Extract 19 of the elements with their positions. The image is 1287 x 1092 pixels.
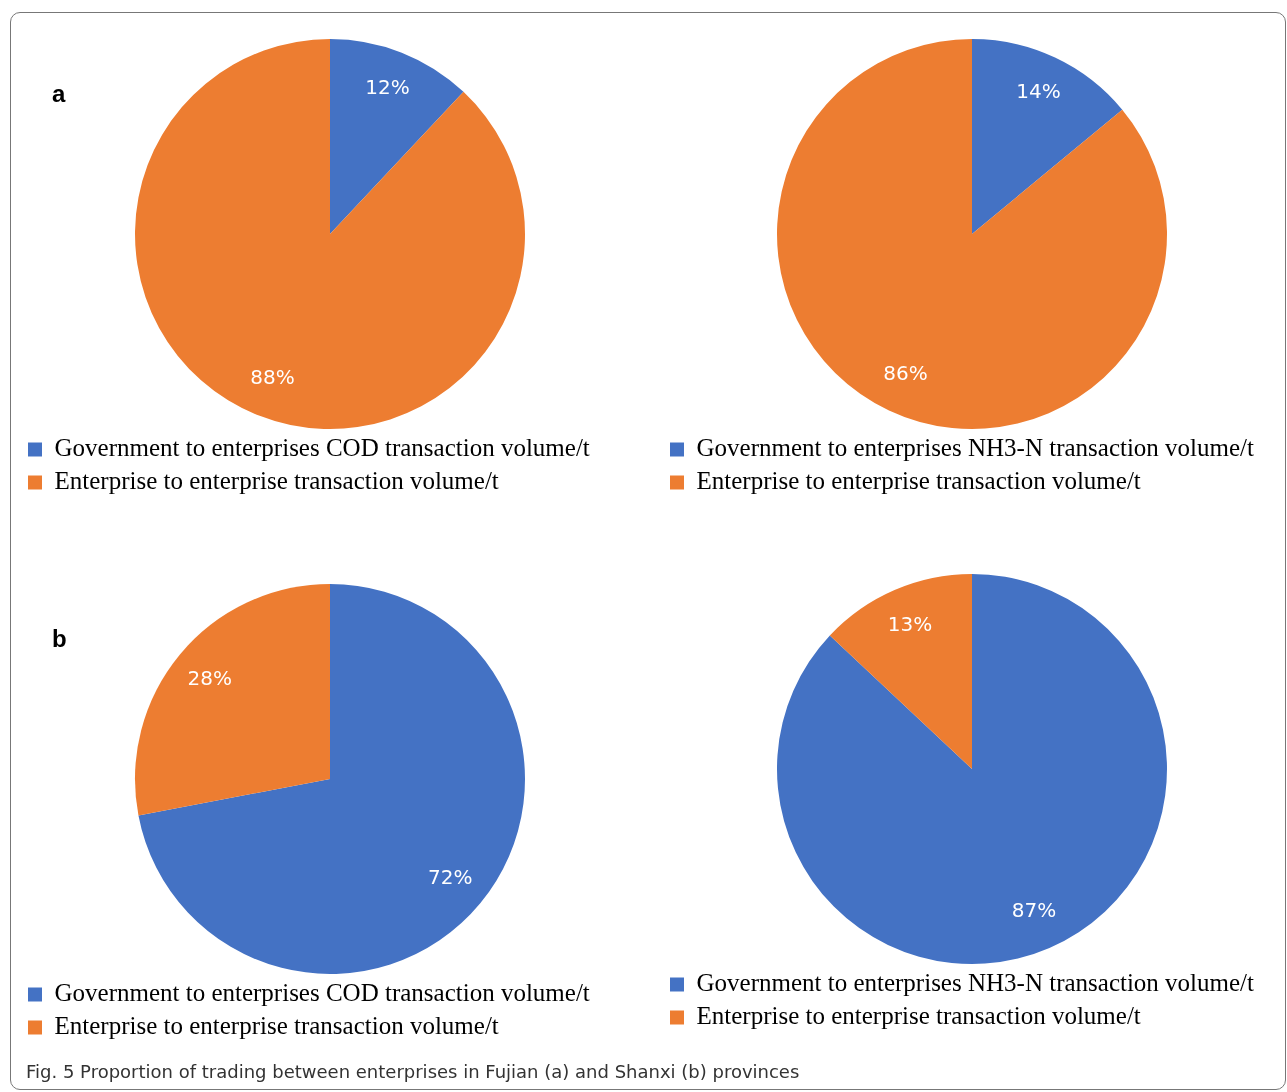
data-label: 13% bbox=[887, 612, 933, 637]
data-label: 72% bbox=[427, 864, 473, 889]
legend-label: Enterprise to enterprise transaction volume/t bbox=[54, 1012, 499, 1040]
legend-label: Enterprise to enterprise transaction volume/t bbox=[696, 467, 1141, 495]
legend-label: Enterprise to enterprise transaction volume/t bbox=[54, 467, 499, 495]
legend-label: Enterprise to enterprise transaction volume/t bbox=[696, 1002, 1141, 1030]
data-label: 28% bbox=[187, 665, 233, 690]
legend-label: Government to enterprises COD transaction volume/t bbox=[54, 979, 590, 1007]
data-label: 87% bbox=[1011, 898, 1057, 923]
data-label: 14% bbox=[1016, 79, 1061, 104]
text: b bbox=[52, 625, 67, 653]
data-label: 86% bbox=[883, 361, 928, 386]
caption: Fig. 5 Proportion of trading between enterprises in Fujian (a) and Shanxi (b) provinces bbox=[26, 1061, 800, 1082]
data-label: 12% bbox=[365, 75, 410, 100]
legend-label: Government to enterprises COD transaction volume/t bbox=[54, 434, 590, 462]
legend-label: Government to enterprises NH3-N transaction volume/t bbox=[696, 434, 1255, 462]
text: a bbox=[52, 80, 66, 108]
data-label: 88% bbox=[250, 365, 295, 390]
legend-label: Government to enterprises NH3-N transaction volume/t bbox=[696, 969, 1255, 997]
